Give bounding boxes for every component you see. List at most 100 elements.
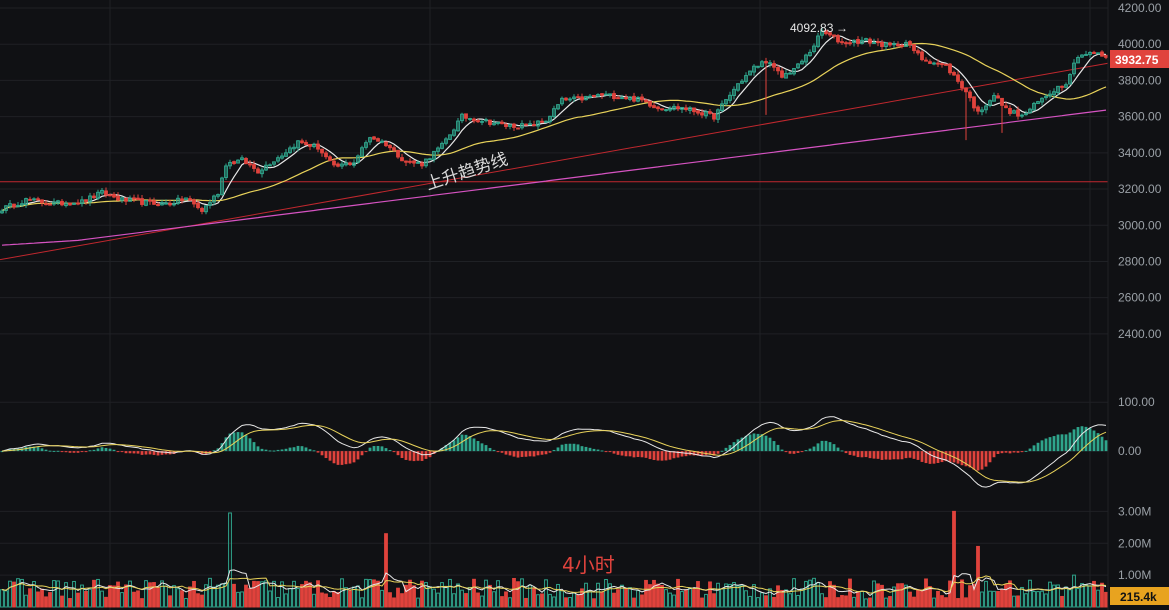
volume-bar[interactable] [1104,591,1108,608]
macd-histogram-bar[interactable] [624,451,628,457]
candle[interactable] [1072,62,1076,75]
macd-histogram-bar[interactable] [216,448,220,452]
candle[interactable] [28,198,32,201]
candle[interactable] [536,120,540,127]
candle[interactable] [532,124,536,127]
macd-histogram-bar[interactable] [420,451,424,461]
candle[interactable] [264,164,268,171]
volume-bar[interactable] [600,591,604,608]
volume-bar[interactable] [1000,589,1004,608]
volume-bar[interactable] [344,587,348,608]
volume-bar[interactable] [484,579,488,608]
volume-bar[interactable] [1040,590,1044,608]
macd-histogram-bar[interactable] [608,451,612,453]
candle[interactable] [1012,110,1016,114]
macd-histogram-bar[interactable] [76,451,80,453]
candle[interactable] [392,147,396,151]
volume-bar[interactable] [332,591,336,608]
candle[interactable] [700,112,704,116]
volume-bar[interactable] [588,590,592,608]
volume-bar[interactable] [648,584,652,608]
candle[interactable] [196,202,200,209]
macd-histogram-bar[interactable] [288,447,292,452]
candle[interactable] [768,62,772,65]
volume-bar[interactable] [644,579,648,608]
volume-bar[interactable] [368,579,372,608]
volume-bar[interactable] [420,580,424,608]
volume-bar[interactable] [268,590,272,608]
candle[interactable] [928,61,932,64]
volume-bar[interactable] [1096,589,1100,608]
candle[interactable] [860,39,864,44]
macd-histogram-bar[interactable] [496,451,500,453]
macd-histogram-bar[interactable] [148,451,152,455]
volume-bar[interactable] [828,581,832,608]
candle[interactable] [304,141,308,146]
macd-histogram-bar[interactable] [116,451,120,453]
macd-histogram-bar[interactable] [500,451,504,453]
volume-bar[interactable] [1032,590,1036,608]
candle[interactable] [564,97,568,101]
volume-bar[interactable] [1072,574,1076,608]
candle[interactable] [340,163,344,167]
candle[interactable] [680,106,684,110]
candle[interactable] [908,41,912,45]
macd-histogram-bar[interactable] [700,451,704,457]
macd-histogram-bar[interactable] [392,451,396,453]
candle[interactable] [76,202,80,205]
macd-histogram-bar[interactable] [632,451,636,458]
volume-bar[interactable] [60,595,64,608]
volume-bar[interactable] [964,597,968,608]
candle[interactable] [456,120,460,132]
volume-bar[interactable] [12,581,16,608]
macd-histogram-bar[interactable] [860,451,864,458]
volume-bar[interactable] [128,580,132,608]
volume-bar[interactable] [348,590,352,608]
candle[interactable] [168,202,172,206]
candle[interactable] [788,72,792,75]
volume-bar[interactable] [340,578,344,608]
volume-bar[interactable] [136,590,140,608]
candle[interactable] [828,32,832,36]
macd-histogram-bar[interactable] [36,447,40,452]
candle[interactable] [244,157,248,165]
macd-histogram-bar[interactable] [100,447,104,452]
macd-histogram-bar[interactable] [208,451,212,453]
volume-bar[interactable] [300,584,304,608]
candle[interactable] [208,202,212,206]
candle[interactable] [436,147,440,152]
candle[interactable] [820,30,824,36]
candle[interactable] [188,198,192,201]
macd-histogram-bar[interactable] [612,451,616,454]
candle[interactable] [400,157,404,162]
candle[interactable] [1016,109,1020,117]
volume-bar[interactable] [960,579,964,608]
candle[interactable] [880,41,884,47]
macd-histogram-bar[interactable] [8,448,12,452]
candle[interactable] [1032,102,1036,111]
volume-bar[interactable] [580,588,584,608]
volume-bar[interactable] [468,586,472,608]
candle[interactable] [716,109,720,120]
volume-bar[interactable] [324,593,328,608]
candle[interactable] [268,164,272,167]
volume-bar[interactable] [4,590,8,608]
macd-histogram-bar[interactable] [736,439,740,452]
macd-histogram-bar[interactable] [460,434,464,452]
macd-histogram-bar[interactable] [892,451,896,460]
macd-histogram-bar[interactable] [1048,437,1052,452]
candle[interactable] [620,97,624,100]
macd-histogram-bar[interactable] [56,450,60,452]
candle[interactable] [12,203,16,208]
candle[interactable] [248,163,252,166]
candle[interactable] [1088,51,1092,56]
candle[interactable] [556,104,560,110]
volume-bar[interactable] [712,593,716,608]
candle[interactable] [212,195,216,203]
candle[interactable] [776,66,780,72]
macd-histogram-bar[interactable] [104,447,108,452]
volume-bar[interactable] [304,580,308,608]
volume-bar[interactable] [452,593,456,608]
candle[interactable] [148,199,152,202]
candle[interactable] [608,93,612,96]
